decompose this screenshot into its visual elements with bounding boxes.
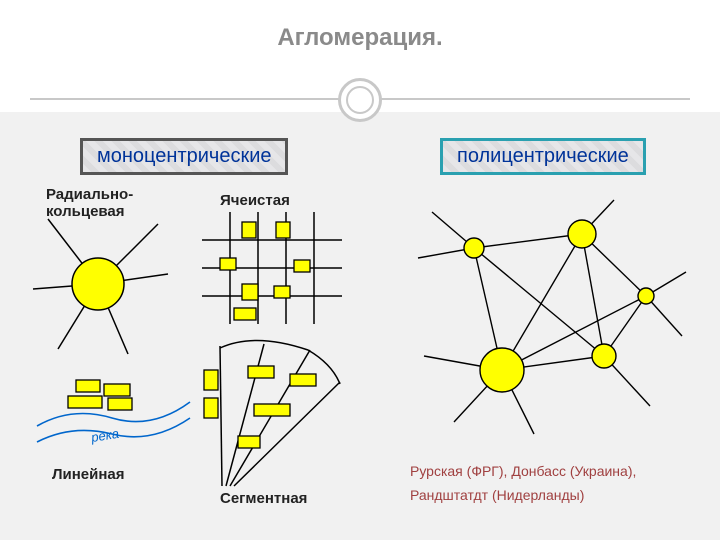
chip-polycentric: полицентрические: [440, 138, 646, 175]
example-line-2: Рандштатдт (Нидерланды): [410, 484, 710, 508]
diagram-radial: [28, 214, 178, 364]
chip-monocentric: моноцентрические: [80, 138, 288, 175]
example-line-1: Рурская (ФРГ), Донбасс (Украина),: [410, 460, 710, 484]
diagram-polycentric: [414, 196, 699, 446]
diagram-segment: [200, 336, 350, 490]
svg-text:река: река: [89, 426, 120, 445]
label-segment: Сегментная: [220, 490, 307, 507]
label-linear: Линейная: [52, 466, 125, 483]
diagram-grid: [202, 212, 342, 332]
label-grid: Ячеистая: [220, 192, 290, 209]
examples-text: Рурская (ФРГ), Донбасс (Украина), Рандшт…: [410, 460, 710, 508]
page-title: Агломерация.: [0, 24, 720, 52]
diagram-linear: река: [32, 376, 197, 456]
title-ring: [338, 78, 382, 122]
